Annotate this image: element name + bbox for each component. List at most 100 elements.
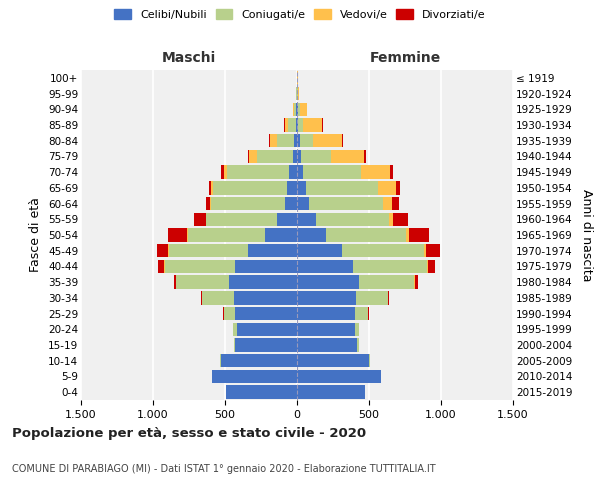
Bar xyxy=(341,244,424,258)
Bar xyxy=(397,181,400,194)
Bar xyxy=(389,212,394,226)
Bar xyxy=(233,322,236,336)
Bar xyxy=(294,102,296,116)
Bar xyxy=(298,102,299,116)
Bar xyxy=(206,212,277,226)
Bar xyxy=(304,118,322,132)
Bar xyxy=(300,134,313,147)
Bar xyxy=(297,276,359,289)
Bar xyxy=(209,181,211,194)
Bar xyxy=(304,166,361,179)
Bar xyxy=(296,102,297,116)
Text: Maschi: Maschi xyxy=(162,51,216,65)
Bar xyxy=(299,102,307,116)
Bar xyxy=(289,166,297,179)
Bar xyxy=(297,212,316,226)
Bar xyxy=(226,386,297,399)
Bar xyxy=(427,260,428,273)
Y-axis label: Fasce di età: Fasce di età xyxy=(29,198,43,272)
Bar xyxy=(313,134,341,147)
Bar xyxy=(390,166,393,179)
Bar xyxy=(297,370,380,383)
Bar xyxy=(202,291,233,304)
Bar xyxy=(223,307,224,320)
Bar xyxy=(298,118,304,132)
Bar xyxy=(331,150,364,163)
Bar xyxy=(211,181,214,194)
Bar xyxy=(297,307,355,320)
Bar xyxy=(369,354,370,368)
Bar xyxy=(297,166,304,179)
Bar xyxy=(322,118,323,132)
Bar xyxy=(409,228,430,241)
Bar xyxy=(277,134,294,147)
Bar xyxy=(297,291,356,304)
Bar xyxy=(248,244,297,258)
Bar xyxy=(359,276,413,289)
Bar xyxy=(297,181,305,194)
Bar xyxy=(206,197,210,210)
Bar xyxy=(285,197,297,210)
Bar xyxy=(353,260,427,273)
Bar xyxy=(229,276,297,289)
Bar xyxy=(308,197,383,210)
Bar xyxy=(157,244,168,258)
Bar xyxy=(224,166,227,179)
Bar xyxy=(250,150,257,163)
Bar xyxy=(388,291,389,304)
Bar xyxy=(297,197,308,210)
Bar xyxy=(233,291,297,304)
Bar xyxy=(212,370,297,383)
Bar xyxy=(214,181,287,194)
Bar xyxy=(297,228,326,241)
Bar xyxy=(187,228,188,241)
Bar xyxy=(221,166,224,179)
Text: Femmine: Femmine xyxy=(370,51,440,65)
Bar xyxy=(220,354,221,368)
Bar xyxy=(364,150,366,163)
Bar xyxy=(415,276,418,289)
Legend: Celibi/Nubili, Coniugati/e, Vedovi/e, Divorziati/e: Celibi/Nubili, Coniugati/e, Vedovi/e, Di… xyxy=(111,6,489,23)
Bar xyxy=(297,260,353,273)
Bar xyxy=(297,244,341,258)
Bar xyxy=(173,276,176,289)
Bar xyxy=(227,166,289,179)
Bar xyxy=(201,291,202,304)
Bar xyxy=(298,87,299,100)
Text: Popolazione per età, sesso e stato civile - 2020: Popolazione per età, sesso e stato civil… xyxy=(12,428,366,440)
Bar xyxy=(341,134,343,147)
Bar xyxy=(296,118,297,132)
Bar xyxy=(426,244,440,258)
Bar xyxy=(424,244,426,258)
Bar xyxy=(297,134,300,147)
Bar xyxy=(297,322,355,336)
Bar xyxy=(248,150,250,163)
Bar xyxy=(294,134,297,147)
Bar xyxy=(392,197,399,210)
Bar xyxy=(235,338,297,351)
Bar xyxy=(169,244,248,258)
Bar xyxy=(233,338,235,351)
Bar xyxy=(164,260,235,273)
Bar xyxy=(413,276,415,289)
Bar xyxy=(297,118,298,132)
Bar xyxy=(355,307,368,320)
Bar xyxy=(356,291,388,304)
Bar xyxy=(305,181,377,194)
Bar xyxy=(257,150,293,163)
Bar xyxy=(235,307,297,320)
Bar xyxy=(297,102,298,116)
Bar xyxy=(289,118,296,132)
Bar xyxy=(293,150,297,163)
Bar xyxy=(168,228,187,241)
Bar xyxy=(297,150,301,163)
Text: COMUNE DI PARABIAGO (MI) - Dati ISTAT 1° gennaio 2020 - Elaborazione TUTTITALIA.: COMUNE DI PARABIAGO (MI) - Dati ISTAT 1°… xyxy=(12,464,436,474)
Bar xyxy=(168,244,169,258)
Bar xyxy=(224,307,235,320)
Bar xyxy=(221,354,297,368)
Bar xyxy=(188,228,265,241)
Bar xyxy=(297,338,358,351)
Bar xyxy=(194,212,206,226)
Bar xyxy=(377,181,397,194)
Bar xyxy=(355,322,359,336)
